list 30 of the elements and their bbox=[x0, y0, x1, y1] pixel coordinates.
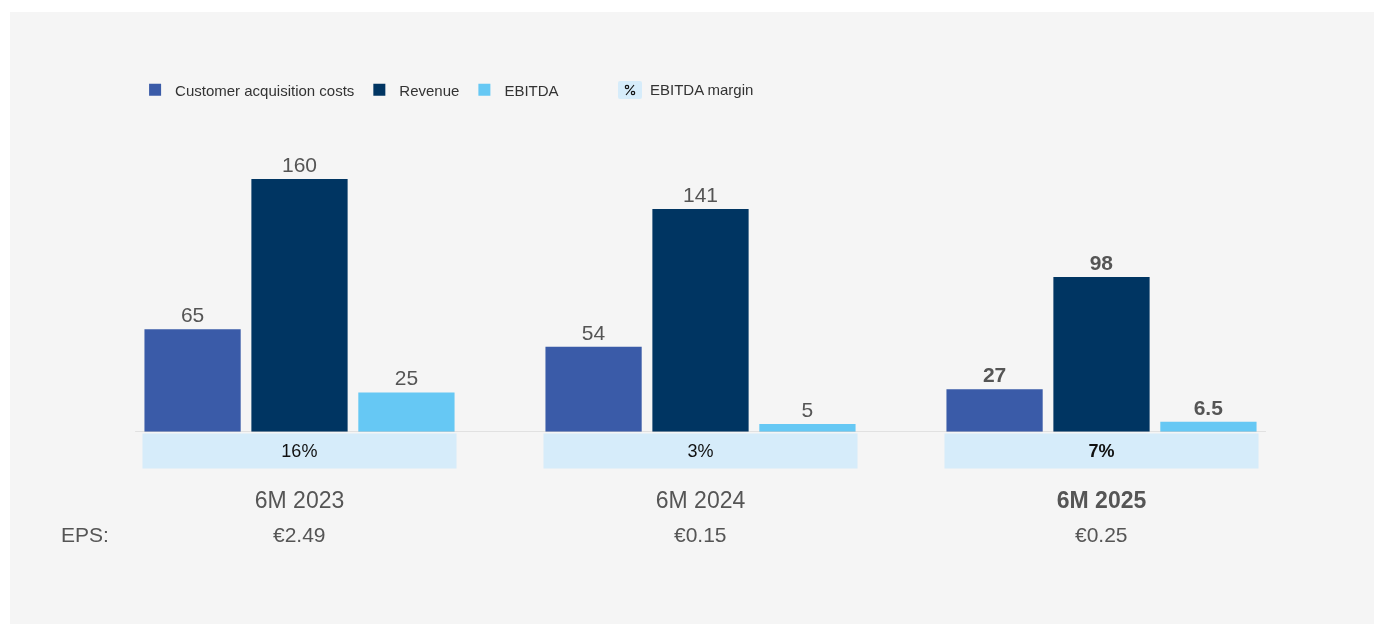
x-tick-label: 6M 2024 bbox=[655, 487, 746, 513]
text: €0.15 bbox=[674, 523, 727, 546]
legend-label: Customer acquisition costs bbox=[175, 81, 355, 99]
legend-label: EBITDA bbox=[504, 81, 559, 99]
data-label: 160 bbox=[281, 153, 318, 177]
legend-label: Revenue bbox=[399, 81, 460, 99]
data-label: 141 bbox=[682, 183, 719, 207]
text: 3% bbox=[687, 441, 714, 461]
data-label: 65 bbox=[180, 303, 205, 327]
bar bbox=[144, 329, 241, 432]
bar bbox=[251, 179, 348, 432]
bar bbox=[1053, 277, 1150, 432]
data-label: 98 bbox=[1089, 251, 1114, 275]
x-tick-label: 6M 2025 bbox=[1056, 487, 1147, 513]
data-label: 54 bbox=[581, 320, 606, 344]
data-label: 6.5 bbox=[1193, 395, 1224, 419]
bar bbox=[946, 389, 1043, 432]
data-label: 5 bbox=[801, 398, 814, 422]
x-tick-label: 6M 2023 bbox=[254, 487, 345, 513]
bar bbox=[358, 392, 455, 432]
text: EPS: bbox=[61, 523, 109, 546]
bar bbox=[652, 209, 749, 432]
data-label: 25 bbox=[394, 366, 419, 390]
text: 16% bbox=[281, 441, 318, 461]
data-label: 27 bbox=[982, 363, 1007, 387]
bar bbox=[545, 346, 642, 432]
text: 7% bbox=[1088, 441, 1115, 461]
text: EBITDA margin bbox=[650, 81, 754, 98]
text: €0.25 bbox=[1075, 523, 1128, 546]
text: €2.49 bbox=[273, 523, 326, 546]
